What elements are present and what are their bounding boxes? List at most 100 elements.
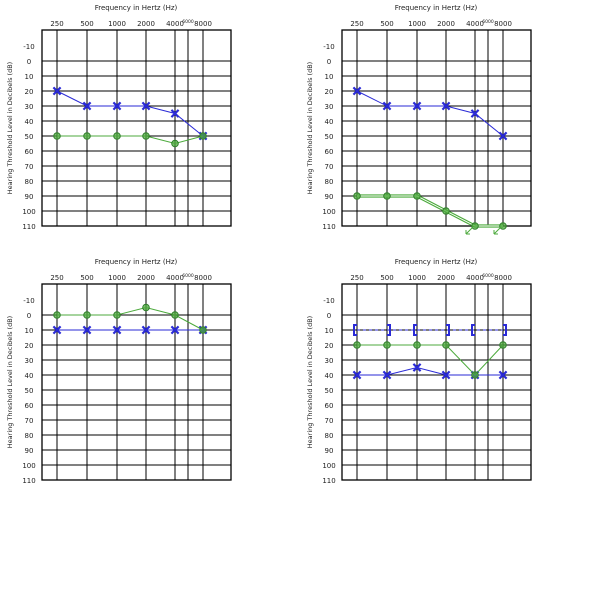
y-tick-label: 80 bbox=[25, 178, 34, 186]
bracket-marker bbox=[503, 324, 507, 336]
o-marker bbox=[53, 132, 61, 140]
y-tick-label: 50 bbox=[325, 133, 334, 141]
audiogram-panel: -10 0 10 20 30 40 50 60 70 80 90 100 110 250 500 1000 20… bbox=[306, 258, 532, 485]
x-tick-label: 1000 bbox=[108, 274, 126, 282]
y-tick-label: 100 bbox=[322, 208, 335, 216]
series-line bbox=[356, 90, 504, 137]
x-marker bbox=[141, 101, 151, 111]
y-tick-label: 110 bbox=[322, 477, 335, 485]
x-tick-label: 500 bbox=[380, 20, 393, 28]
x-tick-label: 250 bbox=[50, 20, 63, 28]
y-tick-label: 80 bbox=[325, 178, 334, 186]
y-axis-label: Hearing Threshold Level in Decibels (dB) bbox=[306, 62, 314, 194]
y-tick-label: 40 bbox=[25, 118, 34, 126]
y-tick-label: 60 bbox=[25, 402, 34, 410]
y-tick-label: 70 bbox=[25, 163, 34, 171]
y-tick-label: 30 bbox=[25, 103, 34, 111]
y-tick-label: 50 bbox=[325, 387, 334, 395]
y-tick-label: 10 bbox=[325, 327, 334, 335]
x-extra-label: 6000 bbox=[482, 19, 494, 25]
y-tick-label: 40 bbox=[25, 372, 34, 380]
series-line bbox=[57, 306, 204, 331]
y-tick-label: 0 bbox=[327, 58, 331, 66]
x-marker bbox=[112, 325, 122, 335]
x-marker bbox=[170, 109, 180, 118]
y-tick-label: 30 bbox=[25, 357, 34, 365]
chart-title: Frequency in Hertz (Hz) bbox=[395, 4, 478, 12]
o-marker bbox=[353, 192, 361, 200]
y-tick-label: 60 bbox=[325, 402, 334, 410]
x-extra-label: 6000 bbox=[182, 273, 194, 279]
y-tick-label: 90 bbox=[325, 447, 334, 455]
bracket-marker bbox=[446, 324, 450, 336]
series-line-inner bbox=[357, 195, 503, 227]
y-tick-label: 20 bbox=[25, 342, 34, 350]
x-tick-label: 250 bbox=[50, 274, 63, 282]
bracket-marker bbox=[413, 324, 417, 336]
y-tick-label: 100 bbox=[22, 462, 35, 470]
x-marker bbox=[141, 325, 151, 335]
o-marker bbox=[171, 311, 179, 319]
x-marker bbox=[52, 325, 62, 335]
y-tick-label: -10 bbox=[23, 43, 34, 51]
x-tick-label: 500 bbox=[80, 274, 93, 282]
x-tick-label: 1000 bbox=[408, 20, 426, 28]
y-tick-label: 70 bbox=[325, 417, 334, 425]
bracket-marker bbox=[387, 324, 391, 336]
x-tick-label: 2000 bbox=[137, 20, 155, 28]
o-marker bbox=[413, 341, 421, 349]
y-tick-label: 10 bbox=[325, 73, 334, 81]
series-line bbox=[357, 366, 503, 376]
x-marker bbox=[498, 370, 508, 380]
x-tick-label: 4000 bbox=[466, 20, 484, 28]
o-marker bbox=[83, 132, 91, 140]
x-marker bbox=[412, 363, 422, 372]
o-marker bbox=[442, 207, 450, 215]
y-tick-label: 90 bbox=[25, 447, 34, 455]
series-line bbox=[357, 344, 504, 376]
x-marker bbox=[352, 370, 362, 380]
x-marker bbox=[112, 101, 122, 111]
y-tick-label: -10 bbox=[23, 297, 34, 305]
y-tick-label: 110 bbox=[22, 223, 35, 231]
audiogram-panel: -10 0 10 20 30 40 50 60 70 80 90 100 110 250 500 1000 20… bbox=[6, 4, 232, 231]
y-tick-label: 60 bbox=[25, 148, 34, 156]
y-tick-label: 50 bbox=[25, 133, 34, 141]
y-tick-label: 110 bbox=[22, 477, 35, 485]
o-marker bbox=[113, 132, 121, 140]
bracket-marker bbox=[353, 324, 357, 336]
y-tick-label: 90 bbox=[325, 193, 334, 201]
x-marker bbox=[498, 131, 508, 141]
x-tick-label: 4000 bbox=[166, 20, 184, 28]
x-marker bbox=[412, 101, 422, 111]
o-marker bbox=[383, 192, 391, 200]
y-axis-label: Hearing Threshold Level in Decibels (dB) bbox=[6, 316, 14, 448]
o-marker bbox=[199, 326, 207, 334]
x-tick-label: 8000 bbox=[494, 20, 512, 28]
o-marker bbox=[471, 222, 479, 230]
y-tick-label: 0 bbox=[327, 312, 331, 320]
audiogram-panel: -10 0 10 20 30 40 50 60 70 80 90 100 110 250 500 1000 20… bbox=[306, 4, 532, 235]
x-marker bbox=[352, 86, 362, 96]
x-tick-label: 500 bbox=[80, 20, 93, 28]
x-marker bbox=[82, 325, 92, 335]
y-tick-label: 60 bbox=[325, 148, 334, 156]
o-marker bbox=[442, 341, 450, 349]
y-tick-label: -10 bbox=[323, 43, 334, 51]
y-axis-label: Hearing Threshold Level in Decibels (dB) bbox=[306, 316, 314, 448]
x-tick-label: 2000 bbox=[437, 20, 455, 28]
y-tick-label: 70 bbox=[325, 163, 334, 171]
o-marker bbox=[171, 139, 179, 148]
y-tick-label: 0 bbox=[27, 58, 31, 66]
chart-title: Frequency in Hertz (Hz) bbox=[95, 4, 178, 12]
o-marker bbox=[471, 371, 479, 379]
x-marker bbox=[382, 101, 392, 111]
o-marker bbox=[499, 222, 507, 230]
y-tick-label: 100 bbox=[22, 208, 35, 216]
y-tick-label: 90 bbox=[25, 193, 34, 201]
x-tick-label: 250 bbox=[350, 274, 363, 282]
no-response-arrow bbox=[465, 226, 474, 235]
o-marker bbox=[142, 303, 150, 312]
y-tick-label: 10 bbox=[25, 73, 34, 81]
